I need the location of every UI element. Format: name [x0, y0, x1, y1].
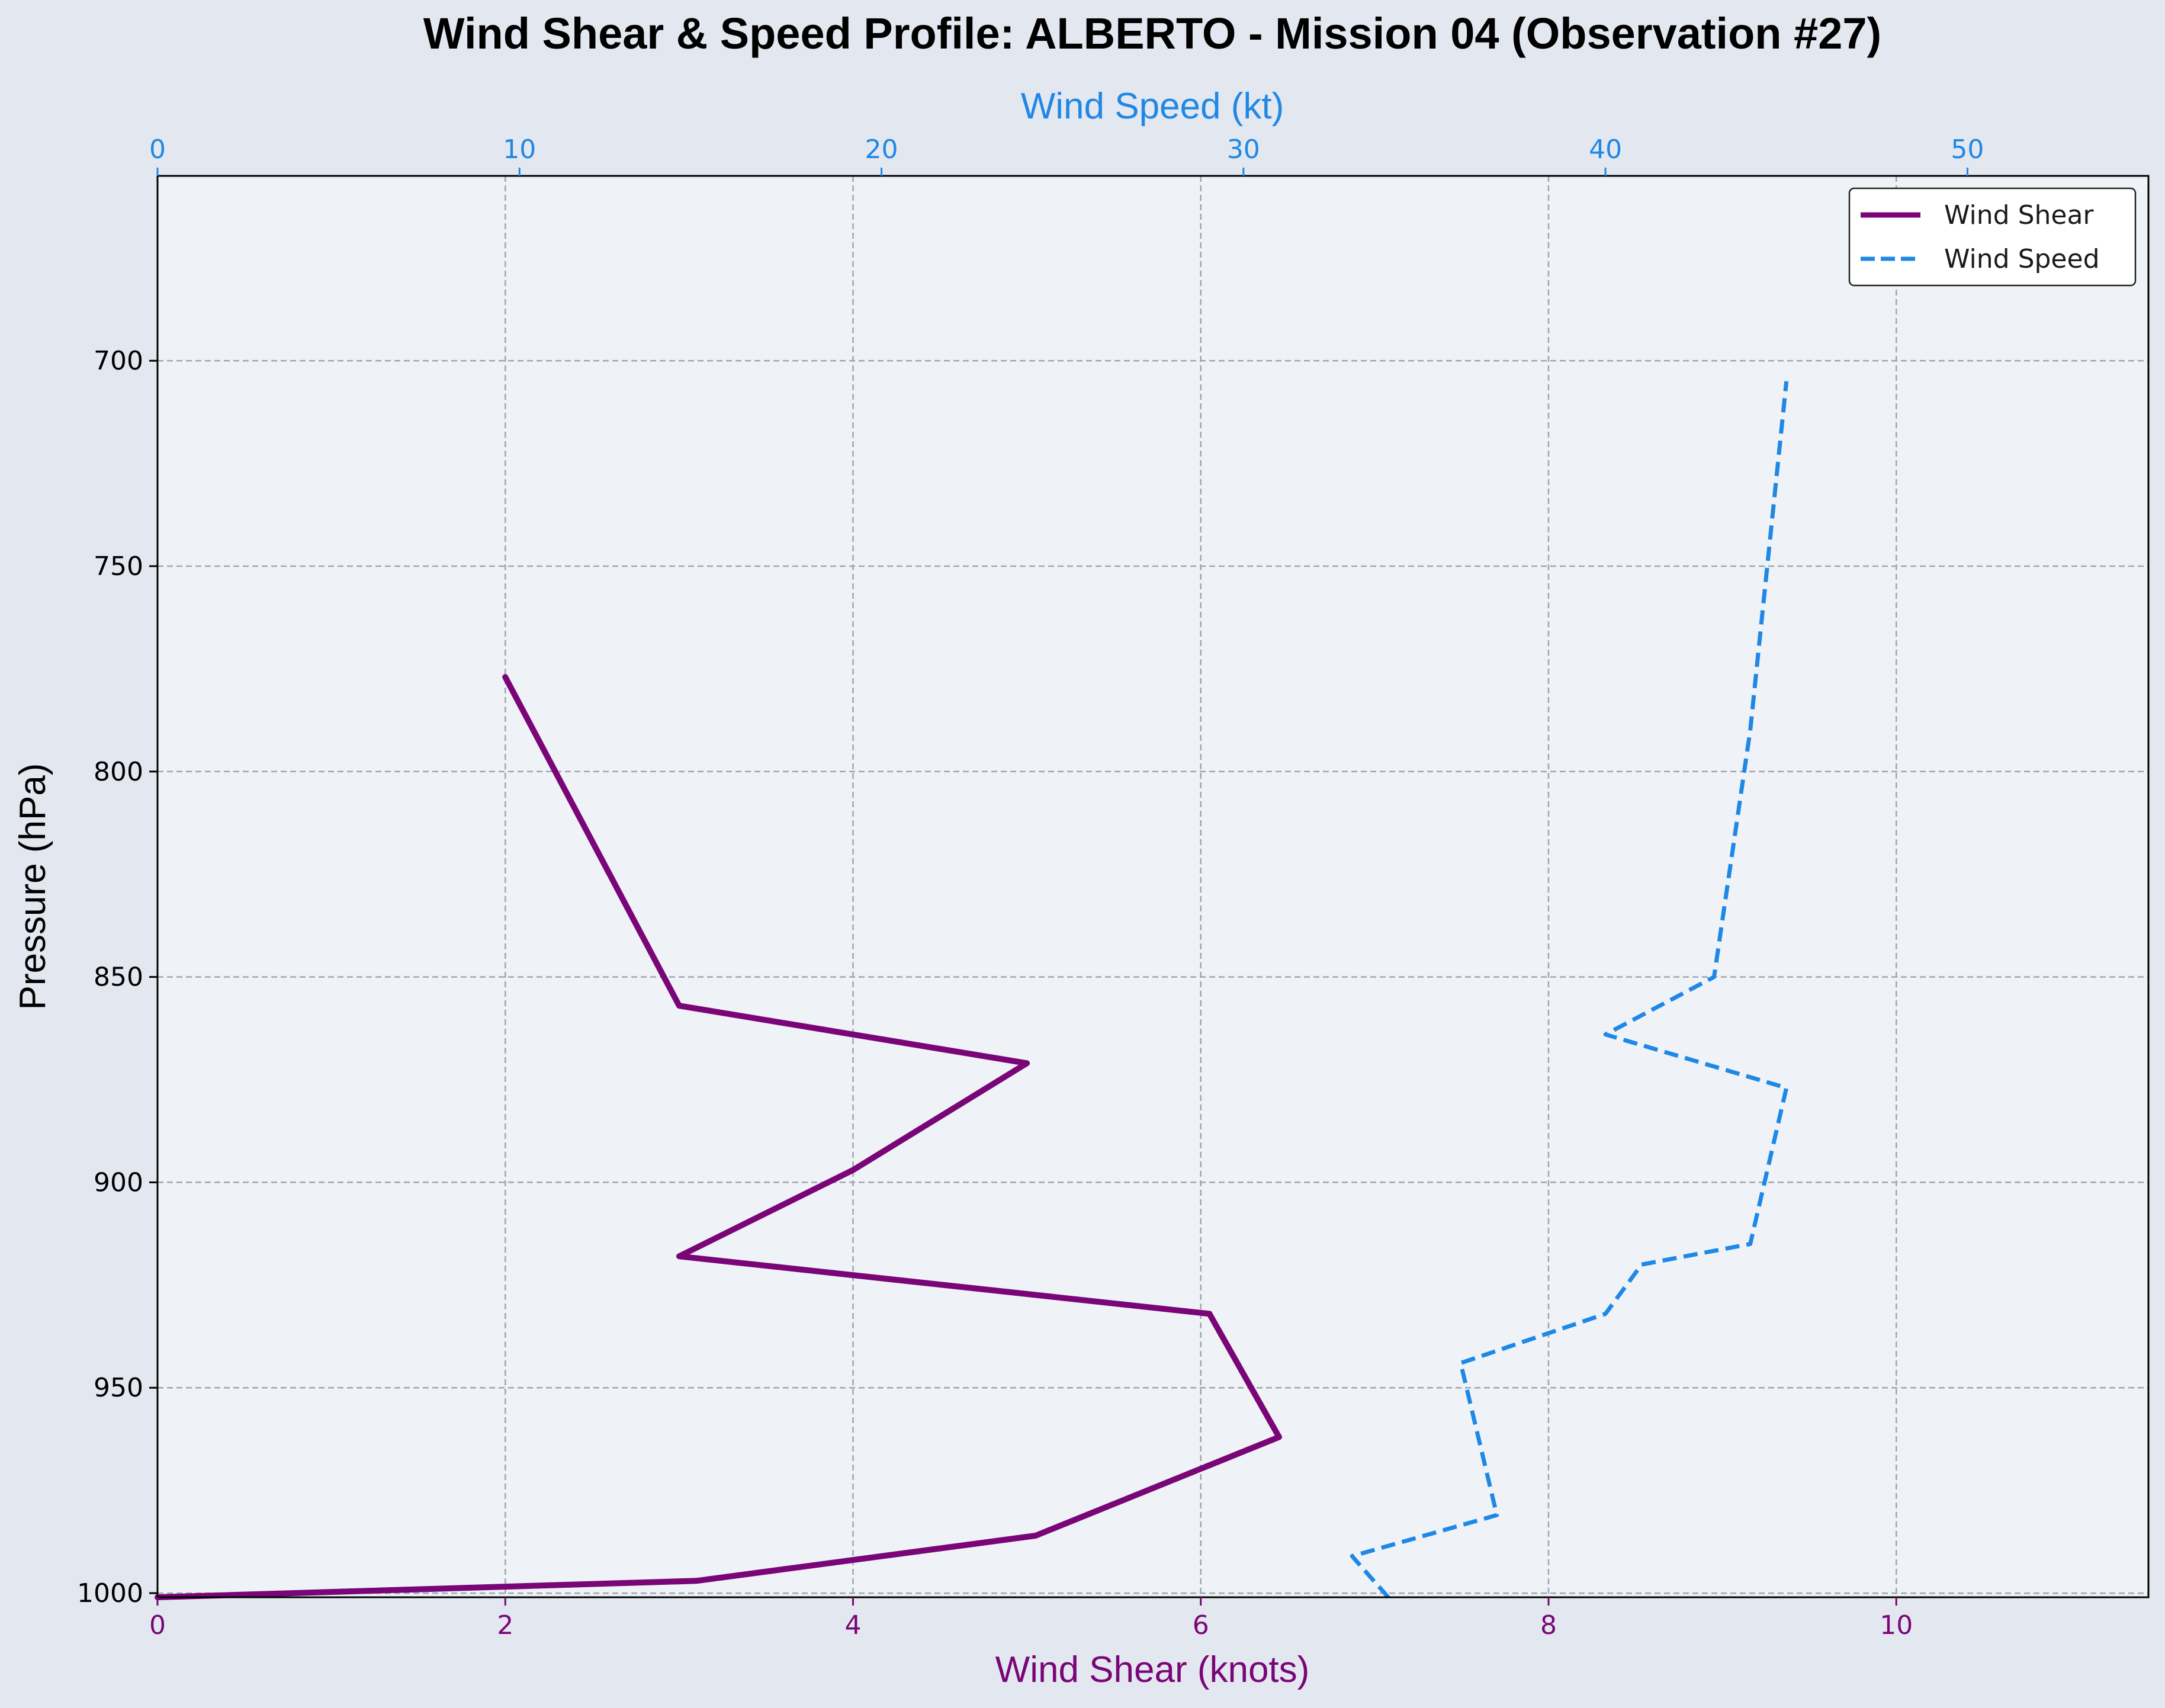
y-axis-label: Pressure (hPa) [12, 763, 53, 1010]
chart-title: Wind Shear & Speed Profile: ALBERTO - Mi… [423, 9, 1881, 58]
y-tick-label-700: 700 [94, 346, 143, 376]
bottom-tick-label-10: 10 [1880, 1610, 1913, 1640]
top-tick-label-50: 50 [1951, 134, 1984, 165]
y-tick-label-750: 750 [94, 551, 143, 582]
y-tick-label-950: 950 [94, 1373, 143, 1403]
plot-frame [156, 175, 2150, 1598]
bottom-tick-label-0: 0 [149, 1610, 166, 1640]
plot-area [158, 176, 2148, 1597]
y-tick-label-1000: 1000 [77, 1578, 143, 1609]
series-line-wind-shear [155, 674, 1282, 1600]
y-tick-label-800: 800 [94, 757, 143, 787]
y-tick-label-850: 850 [94, 962, 143, 993]
bottom-tick-label-6: 6 [1193, 1610, 1209, 1640]
bottom-tick-label-8: 8 [1540, 1610, 1557, 1640]
legend: Wind Shear Wind Speed [1848, 187, 2137, 287]
bottom-axis-label: Wind Shear (knots) [995, 1649, 1310, 1690]
series-line-wind-speed [1350, 381, 1789, 1599]
legend-label-wind-speed: Wind Speed [1944, 244, 2100, 274]
bottom-tick-label-4: 4 [844, 1610, 861, 1640]
grid-lines [156, 176, 2148, 1597]
legend-box [1848, 187, 2137, 287]
top-axis-label: Wind Speed (kt) [1021, 86, 1284, 127]
top-tick-label-0: 0 [149, 134, 166, 165]
top-tick-label-40: 40 [1589, 134, 1622, 165]
bottom-tick-label-2: 2 [497, 1610, 513, 1640]
series-lines [155, 381, 1789, 1600]
legend-label-wind-shear: Wind Shear [1944, 200, 2094, 230]
top-tick-label-20: 20 [865, 134, 898, 165]
top-tick-label-10: 10 [503, 134, 536, 165]
top-tick-label-30: 30 [1227, 134, 1260, 165]
y-tick-label-900: 900 [94, 1167, 143, 1197]
